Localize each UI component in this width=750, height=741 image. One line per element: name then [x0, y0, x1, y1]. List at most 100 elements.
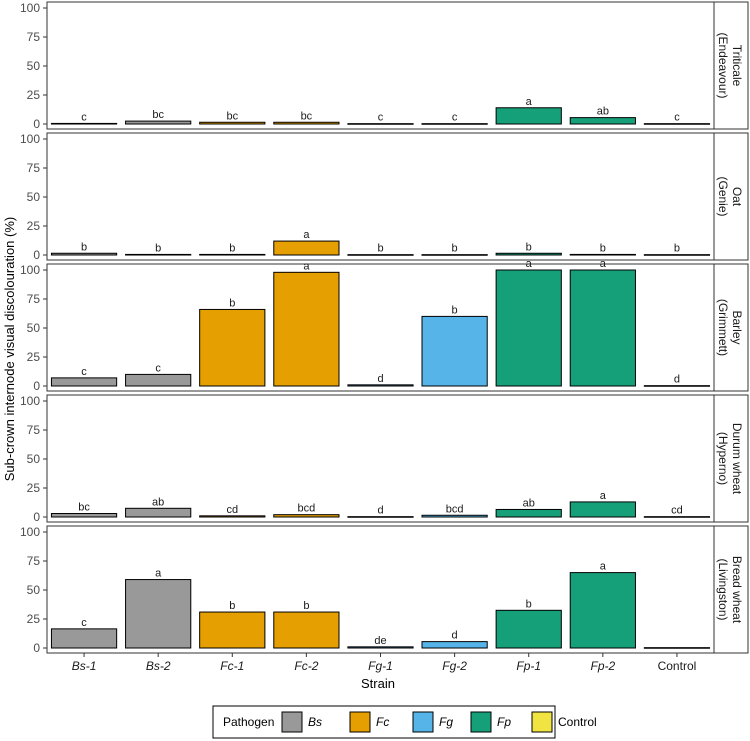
y-tick-label: 50	[27, 321, 41, 335]
y-tick-label: 100	[20, 394, 40, 408]
y-tick-label: 75	[27, 554, 41, 568]
significance-letter: b	[526, 241, 532, 253]
bar-control	[643, 516, 711, 518]
bar-fg-1	[347, 123, 414, 125]
bar-fg-2	[421, 123, 488, 125]
bar-control	[643, 123, 711, 125]
significance-letter: cd	[226, 504, 238, 516]
facet-strip-line: (Livingston)	[716, 558, 730, 620]
significance-letter: c	[452, 112, 458, 124]
x-tick-label: Fp-2	[590, 659, 615, 673]
bar-fp-2	[569, 253, 636, 256]
y-tick-label: 50	[27, 190, 41, 204]
significance-letter: bcd	[446, 503, 464, 515]
panel-border	[46, 1, 715, 130]
bar-bs-2	[125, 579, 192, 649]
bar-fc-1	[199, 253, 266, 256]
facet-strip-line: Oat	[730, 187, 744, 207]
significance-letter: a	[155, 568, 162, 580]
facet-strip	[713, 132, 749, 261]
legend-label-control: Control	[558, 715, 597, 729]
significance-letter: b	[229, 297, 235, 309]
x-tick-label: Fg-2	[442, 659, 467, 673]
significance-letter: bc	[152, 109, 164, 121]
significance-letter: bc	[78, 502, 90, 514]
panel-border	[46, 132, 715, 261]
bar-fp-2	[569, 117, 636, 125]
y-tick-label: 0	[33, 248, 40, 262]
facet-strip	[713, 263, 749, 392]
significance-letter: a	[600, 561, 607, 573]
y-tick-label: 100	[20, 525, 40, 539]
y-tick-label: 100	[20, 1, 40, 15]
bar-fg-2	[421, 315, 488, 387]
panel-2: Oat(Genie) 0 25 50 75 100 b b b a b b b b b	[20, 132, 749, 262]
significance-letter: d	[377, 373, 383, 385]
significance-letter: b	[452, 243, 458, 255]
significance-letter: d	[452, 630, 458, 642]
y-tick-label: 0	[33, 379, 40, 393]
significance-letter: c	[155, 362, 161, 374]
significance-letter: b	[81, 241, 87, 253]
y-tick-label: 75	[27, 30, 41, 44]
y-tick-label: 100	[20, 263, 40, 277]
bar-fc-1	[199, 308, 266, 387]
legend-key-control	[531, 711, 553, 733]
y-tick-label: 25	[27, 612, 41, 626]
legend-box	[212, 705, 556, 739]
significance-letter: ab	[523, 497, 535, 509]
bar-bs-1	[50, 377, 118, 387]
bar-bs-2	[125, 253, 192, 256]
significance-letter: b	[526, 598, 532, 610]
y-tick-label: 75	[27, 423, 41, 437]
bar-fp-2	[569, 572, 636, 649]
y-tick-label: 25	[27, 481, 41, 495]
legend: Pathogen Bs Fc Fg Fp Control	[212, 705, 597, 739]
y-tick-label: 50	[27, 59, 41, 73]
bar-bs-1	[50, 628, 118, 649]
significance-letter: b	[155, 242, 161, 254]
legend-label-fg: Fg	[439, 715, 453, 729]
x-tick-label: Fg-1	[368, 659, 393, 673]
bar-fc-1	[199, 515, 266, 518]
facet-strip-label: Triticale(Endeavour)	[716, 32, 744, 98]
significance-letter: a	[526, 258, 533, 270]
bar-fg-1	[347, 384, 414, 387]
significance-letter: a	[600, 490, 607, 502]
y-tick-label: 0	[33, 510, 40, 524]
facet-strip-line: (Endeavour)	[716, 32, 730, 98]
panel-5: Bread wheat(Livingston) 0 25 50 75 100 c a b b de d…	[20, 525, 749, 655]
bar-fg-2	[421, 514, 488, 518]
legend-key-bs	[281, 711, 303, 733]
bar-fp-1	[495, 269, 562, 387]
significance-letter: b	[377, 243, 383, 255]
facet-strip-line: (Hyperno)	[716, 432, 730, 485]
legend-key-fc	[349, 711, 371, 733]
facet-strip-line: Durum wheat	[730, 423, 744, 495]
bar-fp-1	[495, 252, 562, 256]
y-axis-title: Sub-crown internode visual discolouratio…	[2, 217, 17, 481]
panel-3: Barley(Grimmett) 0 25 50 75 100 c c b a d b a a d	[20, 258, 749, 393]
legend-title: Pathogen	[223, 715, 274, 729]
significance-letter: a	[303, 260, 310, 272]
y-tick-label: 75	[27, 292, 41, 306]
bar-fc-1	[199, 121, 266, 125]
facet-strip-line: Triticale	[730, 45, 744, 87]
bar-fp-1	[495, 508, 562, 518]
bar-control	[643, 385, 711, 387]
legend-label-bs: Bs	[308, 715, 322, 729]
facet-strip-line: (Genie)	[716, 176, 730, 216]
y-tick-label: 75	[27, 161, 41, 175]
significance-letter: ab	[597, 106, 609, 118]
x-axis-title: Strain	[361, 676, 395, 691]
facet-strip-label: Oat(Genie)	[716, 176, 744, 216]
significance-letter: a	[526, 96, 533, 108]
panel-1: Triticale(Endeavour) 0 25 50 75 100 c bc bc bc c c a…	[20, 1, 749, 131]
bar-fp-1	[495, 609, 562, 649]
y-tick-label: 0	[33, 117, 40, 131]
facet-strip-label: Bread wheat(Livingston)	[716, 556, 744, 624]
x-tick-label: Bs-2	[146, 659, 171, 673]
significance-letter: c	[81, 111, 87, 123]
